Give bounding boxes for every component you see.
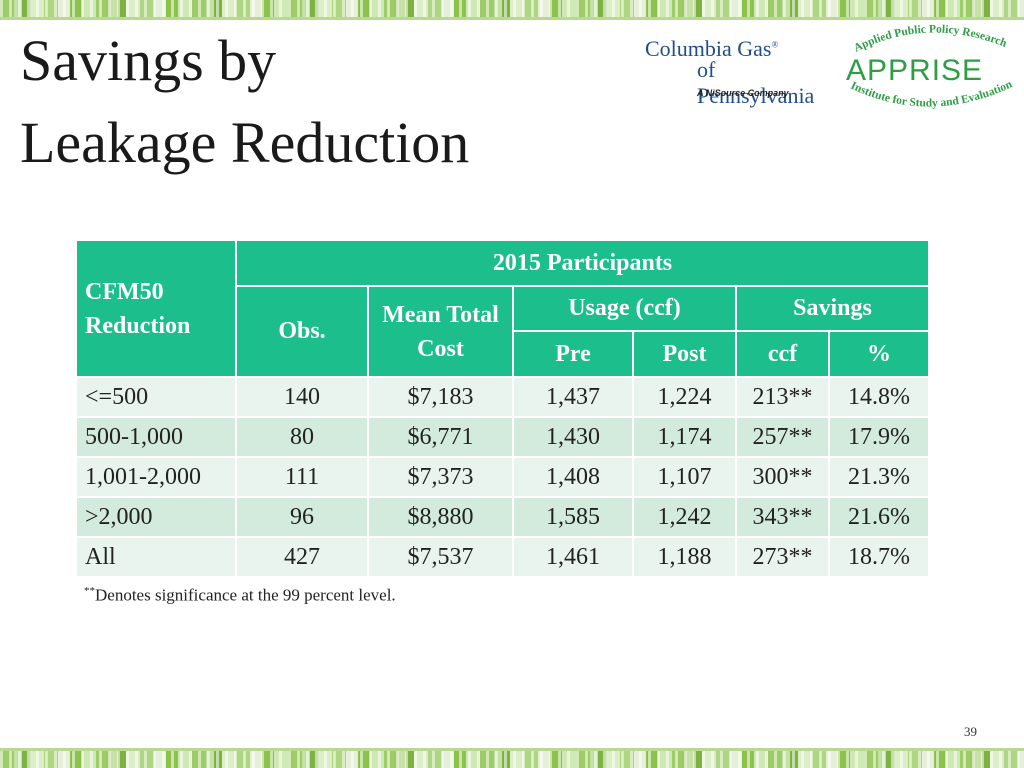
cost-cell: $7,183	[367, 376, 514, 418]
columbia-logo-line-2: of Pennsylvania	[697, 57, 815, 108]
cost-cell: $6,771	[367, 416, 514, 458]
ccf-cell: 213**	[735, 376, 830, 418]
pct-cell: 14.8%	[828, 376, 930, 418]
ccf-cell: 343**	[735, 496, 830, 538]
pct-header: %	[828, 330, 930, 378]
table-row: <=500 140 $7,183 1,437 1,224 213** 14.8%	[75, 376, 930, 418]
cost-cell: $7,373	[367, 456, 514, 498]
slide-title: Savings by Leakage Reduction	[20, 20, 469, 184]
obs-cell: 96	[235, 496, 369, 538]
ccf-cell: 257**	[735, 416, 830, 458]
obs-cell: 427	[235, 536, 369, 578]
row-label: <=500	[75, 376, 237, 418]
obs-cell: 140	[235, 376, 369, 418]
table-row: 500-1,000 80 $6,771 1,430 1,174 257** 17…	[75, 416, 930, 458]
pre-cell: 1,408	[512, 456, 634, 498]
obs-cell: 80	[235, 416, 369, 458]
ccf-cell: 273**	[735, 536, 830, 578]
pre-header: Pre	[512, 330, 634, 378]
pct-cell: 18.7%	[828, 536, 930, 578]
row-label: All	[75, 536, 237, 578]
page-number: 39	[964, 724, 977, 739]
footnote: **Denotes significance at the 99 percent…	[84, 585, 396, 606]
columbia-gas-logo: Columbia Gas® of Pennsylvania A NiSource…	[645, 36, 835, 108]
post-cell: 1,174	[632, 416, 737, 458]
title-line-2: Leakage Reduction	[20, 110, 470, 175]
pre-cell: 1,430	[512, 416, 634, 458]
table-row: 1,001-2,000 111 $7,373 1,408 1,107 300**…	[75, 456, 930, 498]
footnote-text: Denotes significance at the 99 percent l…	[95, 585, 396, 605]
row-label: 1,001-2,000	[75, 456, 237, 498]
apprise-logo: Applied Public Policy Research Institute…	[842, 24, 1018, 116]
post-cell: 1,224	[632, 376, 737, 418]
savings-table: CFM50 Reduction 2015 Participants Obs. M…	[75, 239, 930, 578]
obs-header: Obs.	[235, 285, 369, 378]
table-row: >2,000 96 $8,880 1,585 1,242 343** 21.6%	[75, 496, 930, 538]
ccf-cell: 300**	[735, 456, 830, 498]
usage-header: Usage (ccf)	[512, 285, 737, 332]
pct-cell: 17.9%	[828, 416, 930, 458]
post-cell: 1,242	[632, 496, 737, 538]
pre-cell: 1,437	[512, 376, 634, 418]
apprise-arc-text: Applied Public Policy Research Institute…	[849, 24, 1015, 110]
post-header: Post	[632, 330, 737, 378]
table-row: All 427 $7,537 1,461 1,188 273** 18.7%	[75, 536, 930, 578]
row-label: >2,000	[75, 496, 237, 538]
registered-mark-icon: ®	[771, 39, 779, 50]
cost-cell: $8,880	[367, 496, 514, 538]
pct-cell: 21.3%	[828, 456, 930, 498]
mean-cost-header: Mean Total Cost	[367, 285, 514, 378]
obs-cell: 111	[235, 456, 369, 498]
cost-cell: $7,537	[367, 536, 514, 578]
title-line-1: Savings by	[20, 28, 277, 93]
post-cell: 1,107	[632, 456, 737, 498]
bottom-decorative-band	[0, 748, 1024, 768]
top-decorative-band	[0, 0, 1024, 20]
footnote-mark: **	[84, 585, 95, 597]
row-label: 500-1,000	[75, 416, 237, 458]
apprise-wordmark: APPRISE	[846, 54, 984, 87]
savings-header: Savings	[735, 285, 930, 332]
pre-cell: 1,585	[512, 496, 634, 538]
pre-cell: 1,461	[512, 536, 634, 578]
columbia-logo-line-1: Columbia Gas	[645, 36, 772, 61]
ccf-header: ccf	[735, 330, 830, 378]
row-label-header: CFM50 Reduction	[75, 239, 237, 378]
columbia-logo-tagline: A NiSource Company	[697, 88, 789, 98]
post-cell: 1,188	[632, 536, 737, 578]
apprise-top-text: Applied Public Policy Research	[852, 24, 1009, 55]
pct-cell: 21.6%	[828, 496, 930, 538]
group-header: 2015 Participants	[235, 239, 930, 287]
